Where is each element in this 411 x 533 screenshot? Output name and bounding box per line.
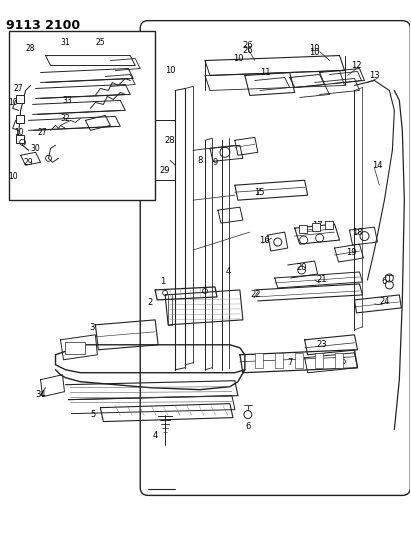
Text: 2: 2	[148, 298, 153, 308]
Text: 22: 22	[251, 290, 261, 300]
Text: 9113 2100: 9113 2100	[6, 19, 80, 31]
Bar	[275, 353, 283, 368]
Text: 20: 20	[296, 263, 307, 272]
Bar	[315, 353, 323, 368]
Bar	[325, 221, 332, 229]
Bar	[16, 95, 23, 103]
Text: 10: 10	[233, 54, 243, 63]
Text: 26: 26	[242, 41, 253, 50]
Text: 9: 9	[212, 158, 217, 167]
Bar	[16, 116, 23, 123]
Bar	[16, 135, 23, 143]
Bar	[335, 353, 342, 368]
Text: 28: 28	[26, 44, 35, 53]
Text: 13: 13	[369, 71, 380, 80]
Text: 18: 18	[352, 228, 363, 237]
Text: 3: 3	[90, 324, 95, 333]
Text: 25: 25	[336, 357, 347, 366]
Text: 29: 29	[160, 166, 171, 175]
Text: 10: 10	[14, 128, 23, 137]
Text: 17: 17	[312, 221, 323, 230]
Text: 29: 29	[24, 158, 33, 167]
Text: 4: 4	[225, 268, 231, 277]
Text: 10: 10	[165, 66, 175, 75]
Text: 23: 23	[316, 340, 327, 349]
Text: 34: 34	[35, 390, 46, 399]
Text: 12: 12	[351, 61, 362, 70]
Text: 33: 33	[62, 96, 72, 105]
Text: 16: 16	[259, 236, 270, 245]
Text: 24: 24	[379, 297, 390, 306]
Text: 31: 31	[61, 38, 70, 47]
Text: 7: 7	[287, 358, 292, 367]
Text: 28: 28	[165, 136, 175, 145]
Text: 10: 10	[309, 44, 320, 53]
Text: 15: 15	[254, 188, 265, 197]
Text: 10: 10	[8, 172, 17, 181]
Text: 14: 14	[372, 161, 383, 170]
Text: 32: 32	[61, 114, 70, 123]
Text: 27: 27	[14, 84, 23, 93]
Text: 6: 6	[245, 422, 251, 431]
Text: 30: 30	[31, 144, 40, 153]
Text: 5: 5	[91, 410, 96, 419]
Text: 27: 27	[38, 128, 47, 137]
Bar	[312, 223, 320, 231]
Text: 11: 11	[261, 68, 271, 77]
Bar	[255, 353, 263, 368]
Text: 6: 6	[382, 278, 387, 286]
Text: 10: 10	[8, 98, 17, 107]
Text: 25: 25	[95, 38, 105, 47]
Text: 4: 4	[152, 431, 158, 440]
Text: 21: 21	[316, 276, 327, 285]
Bar	[299, 225, 307, 233]
Text: 10: 10	[309, 48, 320, 57]
Text: 19: 19	[346, 247, 357, 256]
Text: 8: 8	[197, 156, 203, 165]
Bar	[295, 353, 302, 368]
FancyBboxPatch shape	[140, 21, 410, 495]
Text: 1: 1	[161, 278, 166, 286]
Bar	[65, 342, 85, 354]
Text: 26: 26	[242, 46, 253, 55]
Bar	[9, 30, 155, 200]
